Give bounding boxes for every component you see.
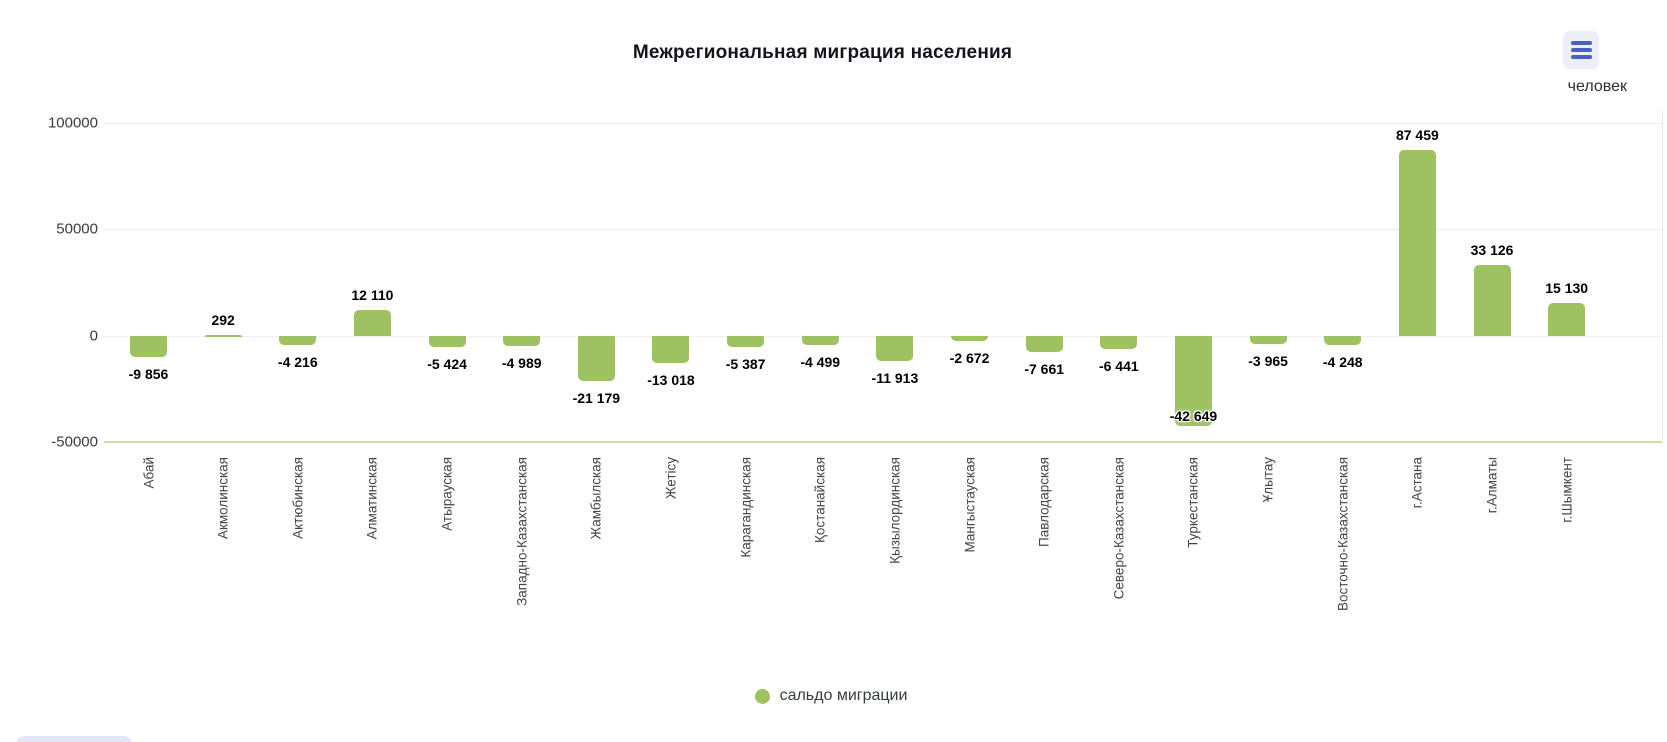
chart-bar[interactable] <box>1100 335 1138 350</box>
x-axis-line <box>104 441 1662 443</box>
chart-bar[interactable] <box>951 335 989 342</box>
x-axis-label: Акмолинская <box>215 457 231 540</box>
bar-value-label: -4 216 <box>277 353 318 370</box>
chart-bar[interactable] <box>503 335 541 347</box>
chart-title: Межрегиональная миграция населения <box>632 42 1013 63</box>
bar-value-label: 33 126 <box>1470 242 1514 259</box>
bar-value-label: -5 424 <box>427 356 467 373</box>
bar-value-label: -21 179 <box>572 389 621 406</box>
x-axis-label: Актюбинская <box>290 457 306 539</box>
bar-value-label: -42 649 <box>1169 408 1218 424</box>
bar-value-label: -4 989 <box>501 355 542 372</box>
x-axis-label: г.Алматы <box>1484 457 1500 514</box>
x-axis-label: Северо-Казахстанская <box>1111 457 1127 600</box>
bottom-panel-edge[interactable] <box>16 736 132 742</box>
bar-value-label: -4 248 <box>1322 353 1363 370</box>
x-axis-label: Ұлытау <box>1260 457 1276 503</box>
bar-value-label: -2 672 <box>949 350 990 367</box>
x-axis-label: Западно-Казахстанская <box>514 457 530 606</box>
bar-value-label: -9 856 <box>128 365 169 382</box>
x-axis-label: Абай <box>141 457 156 489</box>
chart-bar[interactable] <box>1174 335 1212 427</box>
chart-bar[interactable] <box>1249 335 1287 345</box>
chart-bar[interactable] <box>577 335 615 381</box>
hamburger-menu-icon <box>1570 41 1592 45</box>
y-gridline <box>104 229 1662 231</box>
x-axis-label: Павлодарская <box>1036 457 1052 547</box>
bar-value-label: -5 387 <box>725 356 766 373</box>
bar-value-label: -3 965 <box>1248 353 1288 370</box>
x-axis-label: г.Шымкент <box>1559 457 1575 523</box>
x-axis-label: Туркестанская <box>1185 457 1201 548</box>
y-axis-tick-label: 100000 <box>47 114 98 132</box>
chart-bar[interactable] <box>1398 149 1436 336</box>
bar-value-label: -11 913 <box>871 370 919 386</box>
y-axis-tick-label: 50000 <box>56 220 98 238</box>
y-axis-tick-label: -50000 <box>51 433 98 451</box>
x-axis-label: г.Астана <box>1409 457 1425 509</box>
y-gridline <box>104 123 1662 124</box>
chart-bar[interactable] <box>1324 335 1362 345</box>
hamburger-menu-icon <box>1570 55 1592 59</box>
y-axis-tick-label: 0 <box>89 327 98 345</box>
legend-label: сальдо миграции <box>779 687 908 704</box>
chart-bar[interactable] <box>428 335 466 348</box>
x-axis-label: Атырауская <box>439 457 455 531</box>
chart-bar[interactable] <box>1473 265 1511 336</box>
plot-right-border <box>1662 110 1663 442</box>
chart-bar[interactable] <box>876 335 914 361</box>
legend-marker-icon <box>754 688 770 704</box>
bar-value-label: -4 499 <box>800 354 841 371</box>
x-axis-label: Қызылординская <box>887 457 903 564</box>
x-axis-label: Мангыстауская <box>962 457 978 553</box>
x-axis-label: Алматинская <box>364 457 380 540</box>
chart-bar[interactable] <box>801 335 839 346</box>
bar-value-label: -13 018 <box>647 372 695 389</box>
chart-bar[interactable] <box>353 309 391 336</box>
chart-bar[interactable] <box>204 335 242 337</box>
chart-menu-button[interactable] <box>1563 31 1599 69</box>
bar-value-label: 15 130 <box>1545 280 1589 297</box>
bar-value-label: -6 441 <box>1098 358 1139 375</box>
hamburger-menu-icon <box>1570 48 1592 52</box>
chart-bar[interactable] <box>130 335 167 357</box>
x-axis-label: Восточно-Казахстанская <box>1335 457 1351 612</box>
chart-bar[interactable] <box>1025 335 1063 352</box>
chart-bar[interactable] <box>1548 303 1586 336</box>
x-axis-label: Қостанайская <box>812 457 828 543</box>
legend-item[interactable]: сальдо миграции <box>0 687 1662 705</box>
chart-bar[interactable] <box>727 335 765 348</box>
x-axis-label: Карагандинская <box>738 457 754 558</box>
bar-value-label: 12 110 <box>351 286 394 303</box>
bar-value-label: 87 459 <box>1395 126 1439 143</box>
bar-value-label: 292 <box>211 312 235 329</box>
chart-bar[interactable] <box>279 335 317 345</box>
x-axis-label: Жамбылская <box>588 457 604 540</box>
chart-bar[interactable] <box>652 335 690 364</box>
x-axis-label: Жетісу <box>663 457 679 500</box>
bar-value-label: -7 661 <box>1024 360 1065 377</box>
unit-label: человек <box>1567 78 1627 95</box>
